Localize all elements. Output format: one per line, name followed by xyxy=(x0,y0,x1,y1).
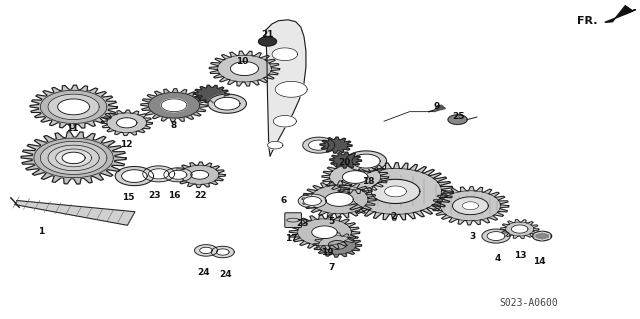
Text: 19: 19 xyxy=(321,249,334,257)
Text: 21: 21 xyxy=(261,30,274,39)
Polygon shape xyxy=(462,202,479,210)
Polygon shape xyxy=(272,48,298,61)
Polygon shape xyxy=(303,197,321,205)
Polygon shape xyxy=(115,167,154,186)
Text: 8: 8 xyxy=(171,121,177,130)
Polygon shape xyxy=(58,99,90,115)
Polygon shape xyxy=(432,187,509,225)
Polygon shape xyxy=(122,170,147,182)
Polygon shape xyxy=(214,97,240,110)
Text: 11: 11 xyxy=(66,124,79,133)
Polygon shape xyxy=(352,154,380,168)
Polygon shape xyxy=(487,232,505,241)
Text: 16: 16 xyxy=(168,191,180,200)
Text: 22: 22 xyxy=(194,191,207,200)
Polygon shape xyxy=(56,149,92,167)
Text: 7: 7 xyxy=(328,263,335,272)
Polygon shape xyxy=(62,152,85,164)
Polygon shape xyxy=(511,225,528,233)
Polygon shape xyxy=(101,110,152,136)
Polygon shape xyxy=(448,115,467,124)
Polygon shape xyxy=(259,37,276,46)
Polygon shape xyxy=(169,170,187,179)
Polygon shape xyxy=(48,94,99,120)
Polygon shape xyxy=(275,81,307,97)
Polygon shape xyxy=(116,118,137,128)
Text: 10: 10 xyxy=(236,57,248,66)
Text: 18: 18 xyxy=(362,177,375,186)
Polygon shape xyxy=(273,115,296,127)
Polygon shape xyxy=(338,163,453,220)
Polygon shape xyxy=(193,85,229,103)
Polygon shape xyxy=(40,141,107,174)
Text: 12: 12 xyxy=(120,140,133,149)
Text: 4: 4 xyxy=(495,254,501,263)
Polygon shape xyxy=(191,170,209,179)
Polygon shape xyxy=(289,215,360,250)
Polygon shape xyxy=(303,137,335,153)
Text: S023-A0600: S023-A0600 xyxy=(499,298,558,308)
Polygon shape xyxy=(34,138,113,178)
Polygon shape xyxy=(371,179,420,204)
Polygon shape xyxy=(266,20,306,156)
Polygon shape xyxy=(482,229,510,243)
Text: 6: 6 xyxy=(280,196,287,204)
Text: 14: 14 xyxy=(533,257,546,266)
Polygon shape xyxy=(200,247,212,254)
Polygon shape xyxy=(161,99,187,112)
Text: 13: 13 xyxy=(514,251,527,260)
Text: 20: 20 xyxy=(338,158,351,167)
Polygon shape xyxy=(320,137,352,153)
Polygon shape xyxy=(312,226,337,239)
Polygon shape xyxy=(500,219,539,239)
Text: 23: 23 xyxy=(148,191,161,200)
Polygon shape xyxy=(268,141,283,149)
Polygon shape xyxy=(164,168,192,182)
Polygon shape xyxy=(308,140,329,150)
Polygon shape xyxy=(302,181,376,218)
Polygon shape xyxy=(346,151,387,171)
FancyBboxPatch shape xyxy=(285,213,301,227)
Text: 1: 1 xyxy=(38,227,45,236)
Polygon shape xyxy=(208,94,246,113)
Polygon shape xyxy=(216,249,229,255)
Polygon shape xyxy=(298,194,326,208)
Polygon shape xyxy=(313,233,362,257)
Polygon shape xyxy=(230,62,259,76)
Polygon shape xyxy=(330,152,362,168)
Polygon shape xyxy=(143,166,175,182)
Polygon shape xyxy=(209,51,280,86)
Text: 24: 24 xyxy=(197,268,210,277)
Polygon shape xyxy=(605,6,636,22)
Polygon shape xyxy=(385,186,406,197)
Polygon shape xyxy=(40,90,107,123)
Polygon shape xyxy=(148,169,169,179)
Polygon shape xyxy=(211,246,234,258)
Polygon shape xyxy=(322,160,388,194)
Text: 23: 23 xyxy=(296,219,308,228)
Polygon shape xyxy=(48,145,99,171)
Polygon shape xyxy=(141,89,207,122)
Polygon shape xyxy=(30,85,117,129)
Polygon shape xyxy=(174,162,225,188)
Text: 25: 25 xyxy=(452,112,465,121)
Polygon shape xyxy=(21,132,126,184)
Text: 15: 15 xyxy=(122,193,134,202)
Polygon shape xyxy=(325,192,353,206)
Polygon shape xyxy=(342,171,368,183)
Text: 2: 2 xyxy=(390,212,397,221)
Polygon shape xyxy=(452,197,488,215)
Text: 24: 24 xyxy=(219,270,232,279)
Polygon shape xyxy=(148,93,200,118)
Polygon shape xyxy=(15,201,135,225)
Polygon shape xyxy=(434,105,445,112)
Text: 9: 9 xyxy=(434,102,440,111)
Text: FR.: FR. xyxy=(577,16,597,26)
Polygon shape xyxy=(532,231,552,241)
Polygon shape xyxy=(328,241,346,249)
Text: 17: 17 xyxy=(285,234,298,243)
Text: 5: 5 xyxy=(328,217,335,226)
Text: 3: 3 xyxy=(469,232,476,241)
Polygon shape xyxy=(195,245,218,256)
